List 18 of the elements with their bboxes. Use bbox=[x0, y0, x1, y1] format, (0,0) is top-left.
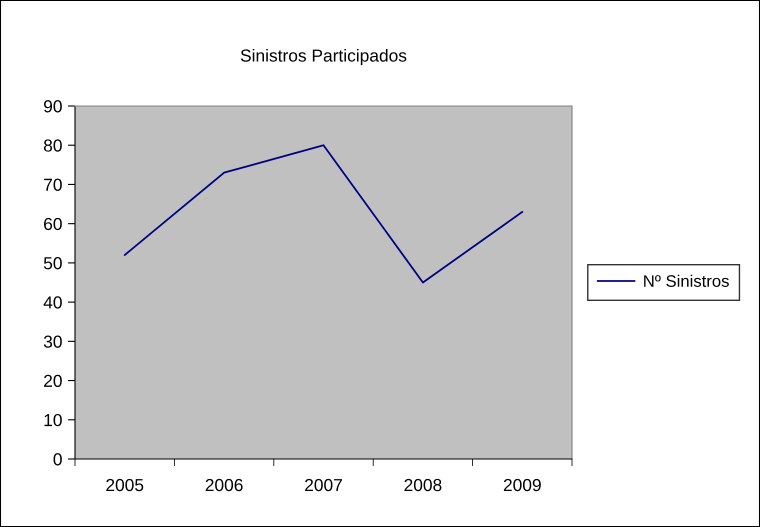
y-tick-label: 70 bbox=[44, 178, 62, 191]
y-tick-label: 0 bbox=[54, 453, 62, 466]
y-tick-label: 20 bbox=[44, 374, 62, 388]
y-tick-label: 10 bbox=[44, 414, 62, 426]
x-tick-label: 2008 bbox=[404, 478, 442, 492]
legend-label: Nº Sinistros bbox=[644, 274, 729, 287]
x-tick-label: 2005 bbox=[106, 478, 144, 492]
y-tick-label: 30 bbox=[44, 336, 62, 348]
y-tick-label: 40 bbox=[44, 296, 62, 309]
line-series bbox=[124, 144, 524, 284]
chart-title: Sinistros Participados bbox=[240, 48, 406, 66]
x-tick-label: 2006 bbox=[206, 478, 243, 492]
x-tick-label: 2009 bbox=[504, 478, 541, 492]
x-tick-label: 2007 bbox=[305, 478, 342, 492]
y-tick-label: 80 bbox=[44, 139, 62, 152]
y-tick-label: 60 bbox=[44, 218, 62, 230]
y-tick-label: 90 bbox=[44, 100, 62, 112]
y-tick-label: 50 bbox=[44, 257, 62, 270]
